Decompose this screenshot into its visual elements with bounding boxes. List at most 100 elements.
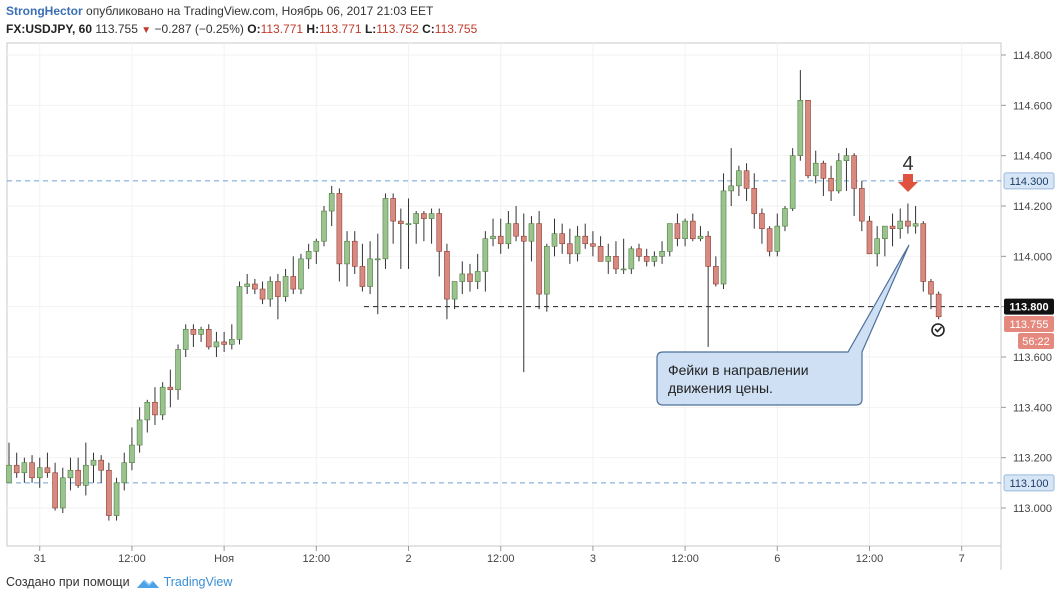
candle xyxy=(935,291,942,320)
candle xyxy=(436,208,443,277)
candle xyxy=(90,452,97,483)
candle xyxy=(321,206,327,247)
candle-body xyxy=(421,213,427,219)
candle-body xyxy=(905,220,911,227)
time-axis[interactable]: 31 12:00 Ноя 12:00 2 12:00 3 12:00 6 12:00 7 xyxy=(7,545,1001,565)
y-tick-label: 113.400 xyxy=(1013,402,1052,414)
candle-body xyxy=(305,251,312,260)
candle-body xyxy=(398,220,404,224)
author-link[interactable]: StrongHector xyxy=(6,4,83,18)
low-label: L: xyxy=(364,22,377,36)
candle-body xyxy=(13,464,20,474)
candle-body xyxy=(851,155,857,189)
candle-body xyxy=(536,223,542,295)
candle-body xyxy=(44,467,51,474)
candle xyxy=(405,198,412,269)
candle xyxy=(482,231,489,292)
candle xyxy=(444,243,450,320)
candle xyxy=(689,213,696,242)
candle xyxy=(421,211,427,242)
price-chart[interactable]: 114.800 114.600 114.400 114.200 114.000 113.8… xyxy=(0,40,1062,570)
candle xyxy=(359,243,366,292)
candle xyxy=(382,193,389,269)
candle-body xyxy=(436,213,443,252)
candle xyxy=(467,263,473,292)
candle xyxy=(666,223,673,257)
candle xyxy=(6,442,12,484)
candle xyxy=(882,225,888,257)
candle-body xyxy=(175,349,181,391)
candle-body xyxy=(413,213,419,224)
candle xyxy=(413,211,419,244)
candle-body xyxy=(374,258,381,261)
candle xyxy=(159,382,166,420)
candle-body xyxy=(259,288,266,300)
candle xyxy=(513,206,519,242)
x-tick-label: 12:00 xyxy=(487,553,515,565)
candle xyxy=(605,243,612,274)
candle-body xyxy=(198,329,204,335)
candle xyxy=(351,231,358,274)
candle xyxy=(774,213,781,257)
candle xyxy=(874,226,880,267)
candle xyxy=(851,153,857,217)
candle xyxy=(298,253,304,295)
candle xyxy=(597,236,604,262)
candle-body xyxy=(144,401,151,421)
candle-body xyxy=(659,251,665,257)
candle xyxy=(252,278,258,295)
candle xyxy=(121,452,128,491)
plot-area[interactable] xyxy=(6,42,1002,547)
candle-body xyxy=(98,459,104,471)
candle-body xyxy=(766,228,773,252)
candle-body xyxy=(229,339,235,345)
callout-box xyxy=(656,244,910,406)
candle-body xyxy=(244,283,250,287)
candle xyxy=(175,344,181,400)
candle xyxy=(567,228,573,264)
candle xyxy=(797,70,804,161)
candle xyxy=(628,246,635,274)
tradingview-link[interactable]: TradingView xyxy=(163,575,233,589)
candle-body xyxy=(167,386,174,391)
callout-text-line1: Фейки в направлении xyxy=(668,362,809,378)
candle-body xyxy=(751,188,758,214)
candle-body xyxy=(190,329,197,335)
candle xyxy=(497,218,504,254)
candle xyxy=(643,248,650,267)
candle xyxy=(98,455,104,483)
candle xyxy=(590,231,596,257)
candle xyxy=(835,153,842,194)
candle xyxy=(398,208,404,269)
bar-countdown-text: 56:22 xyxy=(1022,336,1050,348)
candle-body xyxy=(351,240,358,267)
candle-body xyxy=(282,276,289,297)
callout-text-line2: движения цены. xyxy=(668,380,773,396)
candle-body xyxy=(252,283,258,290)
candle-body xyxy=(643,256,650,262)
candle xyxy=(13,452,20,478)
candle xyxy=(336,188,343,282)
candle xyxy=(428,208,435,244)
candle xyxy=(620,238,627,274)
chart-header: StrongHector опубликовано на TradingView… xyxy=(6,2,1056,40)
candle-body xyxy=(782,208,788,227)
callout[interactable]: Фейки в направлении движения цены. xyxy=(656,244,910,406)
candle xyxy=(759,208,765,244)
candle-body xyxy=(520,235,527,242)
candle-body xyxy=(83,464,89,486)
candle xyxy=(59,467,66,514)
candle xyxy=(720,173,727,290)
open-value: 113.771 xyxy=(260,22,304,36)
axis-price-text: 114.300 xyxy=(1010,176,1049,188)
candle xyxy=(328,185,335,227)
candle-body xyxy=(336,193,343,265)
candle xyxy=(267,276,274,307)
candle xyxy=(789,148,796,212)
y-tick-label: 114.800 xyxy=(1013,50,1052,62)
candle xyxy=(805,100,811,179)
price-tags: 114.300 113.100 113.800 113.755 56:22 xyxy=(1003,172,1055,492)
price-axis[interactable]: 114.800 114.600 114.400 114.200 114.000 113.8… xyxy=(1001,50,1052,515)
candle-body xyxy=(29,462,35,479)
created-with-label: Создано при помощи xyxy=(6,575,130,589)
